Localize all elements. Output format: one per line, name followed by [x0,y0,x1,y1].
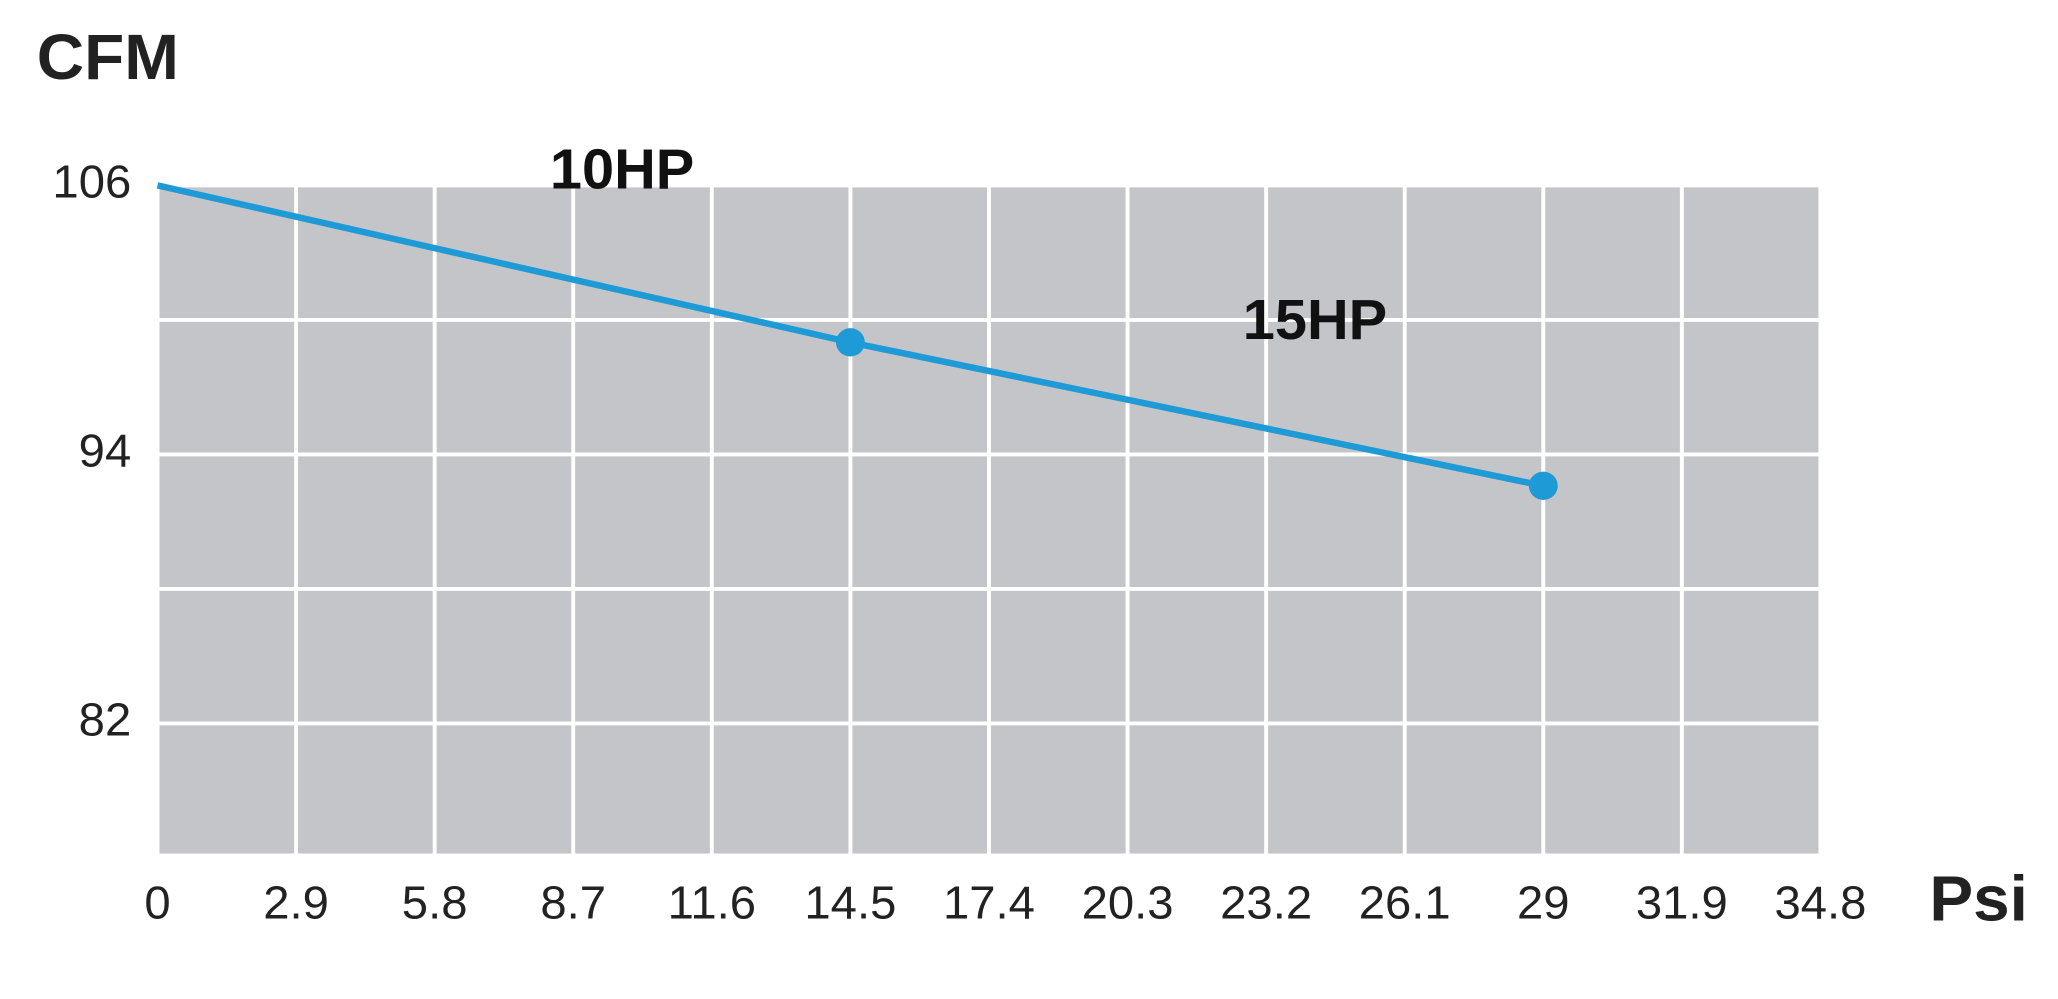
x-tick-label: 34.8 [1774,877,1866,928]
x-tick-label: 20.3 [1082,877,1174,928]
x-tick-label: 29 [1517,877,1570,928]
y-axis-label: CFM [37,20,179,92]
x-tick-label: 2.9 [263,877,329,928]
y-tick-label: 82 [79,694,132,745]
x-tick-label: 26.1 [1359,877,1451,928]
x-tick-label: 5.8 [402,877,468,928]
x-tick-label: 0 [144,877,170,928]
x-tick-label: 31.9 [1636,877,1728,928]
x-axis-label: Psi [1929,862,2027,934]
x-tick-label: 17.4 [943,877,1035,928]
x-tick-label: 23.2 [1220,877,1312,928]
annotation: 10HP [550,138,694,201]
annotation: 15HP [1243,288,1387,351]
y-tick-label: 94 [79,425,132,476]
x-tick-label: 14.5 [804,877,896,928]
x-tick-label: 11.6 [668,877,756,928]
data-point [835,328,865,357]
y-tick-label: 106 [52,156,131,207]
data-point [1528,471,1558,500]
x-tick-label: 8.7 [540,877,606,928]
